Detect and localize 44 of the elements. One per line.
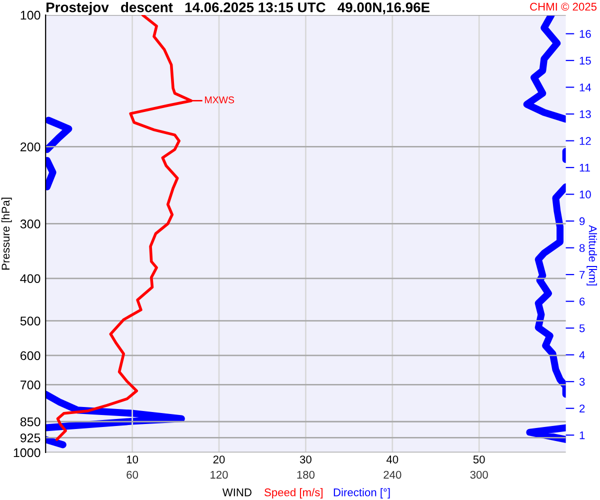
y2-axis-title: Altitude [km] xyxy=(586,225,598,286)
y2-tick-label: 2 xyxy=(580,404,585,412)
y2-tick-label: 3 xyxy=(579,378,585,386)
y-tick-label: 700 xyxy=(20,380,40,390)
y2-tick-label: 1 xyxy=(580,431,585,440)
y2-tick-label: 12 xyxy=(580,137,591,145)
x-tick-label: 50 xyxy=(473,456,485,464)
y2-tick-label: 7 xyxy=(580,270,585,279)
y-tick-label: 925 xyxy=(20,433,40,442)
y2-tick-label: 5 xyxy=(579,324,585,332)
y2-tick-label: 16 xyxy=(580,30,591,38)
text: Speed [m/s] xyxy=(264,488,322,498)
y2-tick-label: 14 xyxy=(580,84,592,92)
chart-title: Prostejov descent 14.06.2025 13:15 UTC 49.00N,16.96E xyxy=(46,2,430,15)
y-tick-label: 1000 xyxy=(14,448,40,458)
y2-tick-label: 4 xyxy=(579,351,585,359)
y2-tick-label: 8 xyxy=(579,244,585,252)
y2-tick-label: 6 xyxy=(580,298,585,306)
x2-tick-label: 60 xyxy=(126,470,138,479)
y-axis-title: Pressure [hPa] xyxy=(1,198,12,270)
y-tick-label: 850 xyxy=(20,417,40,426)
y-tick-label: 600 xyxy=(20,351,40,360)
x-tick-label: 30 xyxy=(300,456,312,464)
y-tick-label: 500 xyxy=(20,316,40,326)
y-tick-label: 400 xyxy=(20,274,40,284)
y2-tick-label: 9 xyxy=(580,217,585,226)
x2-tick-label: 120 xyxy=(210,470,228,479)
y-tick-label: 300 xyxy=(20,220,40,228)
y-tick-label: 100 xyxy=(20,10,40,20)
annotation: MXWS xyxy=(205,96,234,104)
x2-tick-label: 300 xyxy=(470,470,488,479)
y2-tick-label: 10 xyxy=(580,190,591,198)
x-tick-label: 10 xyxy=(126,456,138,464)
x2-tick-label: 180 xyxy=(297,470,315,479)
y2-tick-label: 13 xyxy=(580,110,591,118)
x-tick-label: 40 xyxy=(386,456,398,464)
x2-tick-label: 240 xyxy=(384,470,402,479)
y-tick-label: 200 xyxy=(20,142,40,152)
text: Direction [°] xyxy=(334,488,390,498)
x-tick-label: 20 xyxy=(213,456,225,464)
y2-tick-label: 15 xyxy=(580,56,591,65)
y2-tick-label: 11 xyxy=(580,164,590,172)
x-axis-title: WIND xyxy=(222,488,252,496)
text: CHMI © 2025 xyxy=(530,2,597,11)
